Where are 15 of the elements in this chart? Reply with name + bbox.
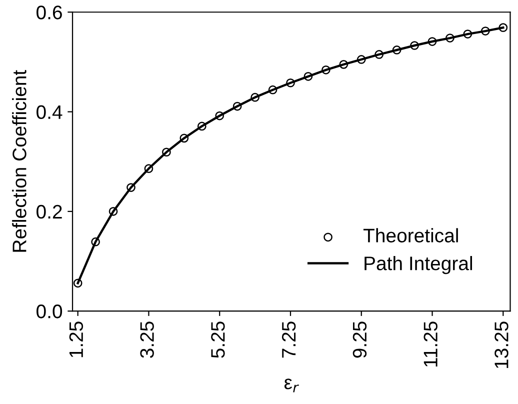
x-tick-label: 11.25 (424, 322, 438, 367)
y-tick-label: 0.6 (36, 6, 62, 20)
x-axis-title: ε$_{r}$ (284, 378, 299, 392)
y-tick-label: 0.4 (36, 105, 62, 120)
x-tick-label: 13.25 (494, 322, 508, 368)
x-tick-label: 9.25 (352, 322, 367, 358)
y-tick-label: 0.0 (36, 304, 62, 318)
y-tick-label: 0.2 (36, 204, 62, 219)
x-tick-label: 1.25 (69, 322, 84, 358)
x-tick-label: 3.25 (140, 322, 154, 358)
y-axis-title: Reflection Coefficient (12, 70, 26, 252)
x-tick-label: 7.25 (282, 322, 296, 358)
x-tick-label: 5.25 (211, 322, 225, 358)
legend-label: Theoretical (363, 228, 458, 242)
legend-label: Path Integral (364, 256, 472, 274)
